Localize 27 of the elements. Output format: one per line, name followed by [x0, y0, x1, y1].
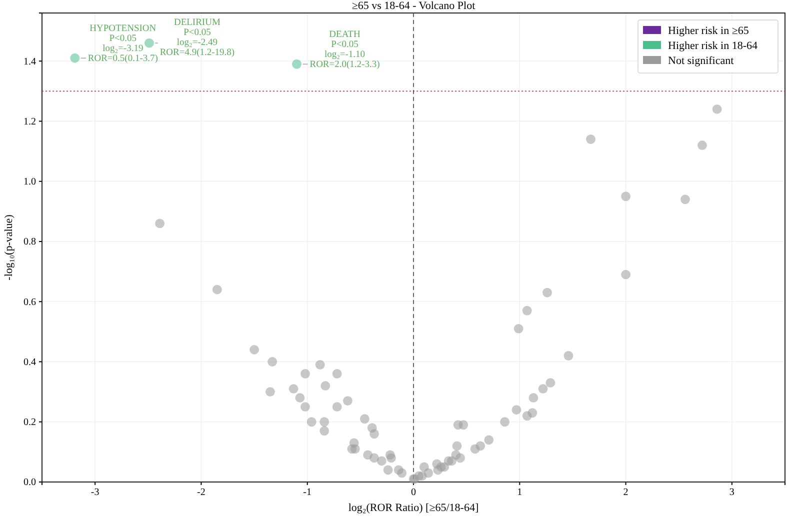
y-tick-label: 0.2	[24, 417, 36, 428]
x-tick-label: 3	[729, 487, 734, 498]
x-tick-label: -2	[197, 487, 206, 498]
x-axis-title: log₂(ROR Ratio) [≥65/18-64]	[348, 502, 479, 514]
y-tick-label: 0.6	[24, 296, 36, 308]
x-tick-label: 1	[517, 487, 522, 498]
y-tick-label: 0.4	[24, 356, 36, 368]
annotation: HYPOTENSION P<0.05 log₂=-3.19 ROR=0.5(0.1-3.7)	[88, 24, 158, 64]
x-tick-label: -3	[90, 487, 100, 498]
x-tick-label: 0	[411, 487, 416, 498]
point	[144, 38, 154, 48]
y-axis-title: -log₁₀(p-value)	[3, 214, 15, 280]
annotation: DEATH P<0.05 log₂=-1.10 ROR=2.0(1.2-3.3)	[310, 30, 380, 70]
x-tick-label: -1	[303, 487, 312, 498]
legend-label: Higher risk in ≥65	[668, 25, 750, 37]
legend-label: Not significant	[668, 55, 734, 67]
y-tick-label: 1.0	[24, 176, 36, 188]
point	[70, 53, 80, 63]
chart-title: ≥65 vs 18-64 - Volcano Plot	[352, 0, 476, 12]
y-tick-label: 0.0	[24, 477, 36, 488]
point	[292, 59, 302, 69]
legend-label: Higher risk in 18-64	[668, 40, 758, 52]
y-tick-label: 1.2	[24, 116, 36, 128]
annotation: DELIRIUM P<0.05 log₂=-2.49 ROR=4.9(1.2-19.8)	[160, 18, 235, 58]
y-tick-label: 1.4	[24, 56, 36, 68]
y-tick-label: 0.8	[24, 236, 36, 248]
x-tick-label: 2	[623, 487, 628, 498]
